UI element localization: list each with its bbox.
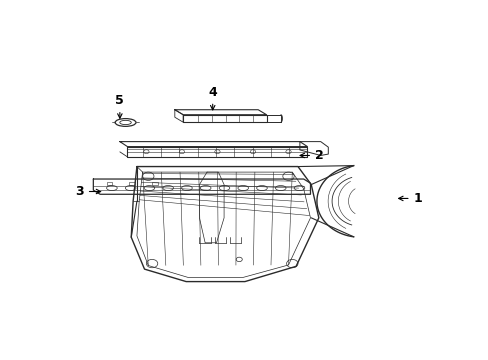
Text: 3: 3 [75,185,101,198]
Text: 5: 5 [115,94,124,118]
Text: 2: 2 [300,149,323,162]
Text: 4: 4 [208,86,217,110]
Text: 1: 1 [398,192,422,205]
